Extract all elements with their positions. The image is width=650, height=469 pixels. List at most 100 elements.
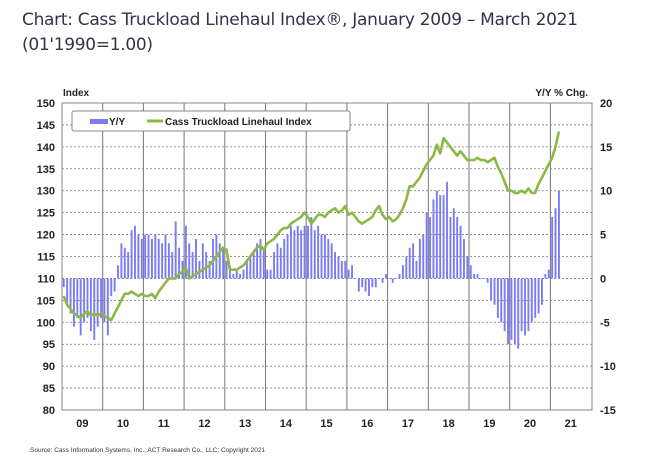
chart-title: Chart: Cass Truckload Linehaul Index®, J… [22, 8, 578, 58]
y-left-tick-label: 100 [37, 317, 55, 329]
bar-yy [374, 278, 377, 288]
y-left-tick-label: 90 [43, 361, 55, 373]
legend-swatch-yy [90, 119, 108, 124]
bar-yy [313, 230, 316, 279]
bar-yy [174, 221, 177, 279]
bar-yy [235, 269, 238, 279]
bar-yy [432, 199, 435, 279]
bar-yy [463, 238, 465, 279]
bar-yy [130, 230, 133, 279]
y-right-tick-label: -10 [600, 361, 616, 373]
bar-yy [245, 260, 248, 279]
y-right-tick-label: 10 [600, 186, 612, 198]
bar-yy [181, 260, 184, 279]
bar-yy [405, 256, 408, 279]
bar-yy [296, 225, 299, 279]
bar-yy [520, 278, 523, 332]
bar-yy [340, 260, 343, 279]
bar-yy [337, 256, 340, 279]
bar-yy [269, 269, 272, 279]
bar-yy [446, 181, 448, 279]
bar-yy [476, 274, 479, 279]
x-tick-label: 17 [402, 418, 414, 430]
bar-yy [415, 260, 418, 279]
y-right-tick-label: -15 [600, 405, 616, 417]
y-left-tick-label: 130 [37, 186, 55, 198]
bar-yy [486, 278, 489, 283]
bar-yy [290, 225, 292, 279]
bar-yy [201, 243, 204, 279]
bar-yy [228, 265, 231, 279]
bar-yy [496, 278, 499, 318]
bar-yy [442, 195, 445, 279]
y-left-tick-label: 85 [43, 383, 55, 395]
bar-yy [452, 208, 455, 279]
bar-yy [144, 234, 147, 279]
y-left-tick-label: 145 [37, 120, 55, 132]
bar-yy [191, 252, 194, 279]
bar-yy [184, 225, 187, 279]
bar-yy [439, 195, 442, 279]
bar-yy [398, 274, 401, 279]
bar-yy [537, 278, 540, 314]
bar-yy [381, 278, 384, 283]
bar-yy [293, 230, 296, 279]
bar-yy [334, 252, 337, 279]
bar-yy [425, 212, 428, 279]
y-left-tick-label: 80 [43, 405, 55, 417]
bar-yy [524, 278, 526, 336]
y-right-tick-label: -5 [600, 317, 610, 329]
line-index [62, 131, 561, 322]
bar-yy [327, 238, 330, 279]
bar-yy [79, 278, 82, 336]
bar-yy [167, 243, 170, 279]
left-axis-label: Index [63, 88, 90, 99]
x-tick-label: 09 [76, 418, 88, 430]
chart-title-line1: Chart: Cass Truckload Linehaul Index®, J… [22, 10, 578, 30]
bar-yy [262, 247, 265, 279]
x-tick-label: 10 [117, 418, 129, 430]
bar-yy [137, 234, 140, 279]
bar-yy [317, 225, 320, 279]
bar-yy [286, 234, 289, 279]
bar-yy [106, 278, 109, 336]
bar-yy [554, 208, 557, 279]
y-left-tick-label: 110 [37, 273, 55, 285]
bar-yy [198, 260, 201, 279]
bar-yy [120, 243, 123, 279]
bar-yy [86, 278, 89, 318]
bar-yy [330, 243, 333, 279]
bar-yy [493, 278, 496, 305]
bar-yy [188, 243, 191, 279]
bar-yy [96, 278, 99, 327]
chart-subtitle: (01'1990=1.00) [22, 35, 153, 55]
bar-yy [388, 278, 391, 280]
bar-yy [323, 234, 326, 279]
bar-yy [361, 278, 364, 288]
bar-yy [517, 278, 520, 349]
bar-yy [378, 278, 381, 280]
bar-yy [456, 217, 459, 279]
x-tick-label: 21 [565, 418, 577, 430]
x-tick-label: 11 [158, 418, 170, 430]
bar-yy [93, 278, 96, 340]
bar-yy [249, 256, 252, 279]
bar-yy [401, 265, 404, 279]
bar-yy [164, 234, 167, 279]
bar-yy [527, 278, 530, 332]
bar-yy [385, 274, 387, 279]
bar-yy [147, 234, 150, 279]
bar-yy [557, 190, 560, 279]
bar-yy [371, 278, 374, 288]
bar-yy [435, 190, 438, 279]
bar-yy [503, 278, 506, 332]
y-left-tick-label: 125 [37, 208, 55, 220]
bar-yy [354, 278, 357, 280]
bar-yy [500, 278, 503, 323]
y-left-tick-label: 95 [43, 339, 55, 351]
legend-box [71, 110, 351, 132]
bar-yy [259, 238, 262, 279]
bar-yy [222, 247, 225, 279]
bar-yy [351, 265, 353, 279]
y-right-tick-label: 15 [600, 142, 612, 154]
